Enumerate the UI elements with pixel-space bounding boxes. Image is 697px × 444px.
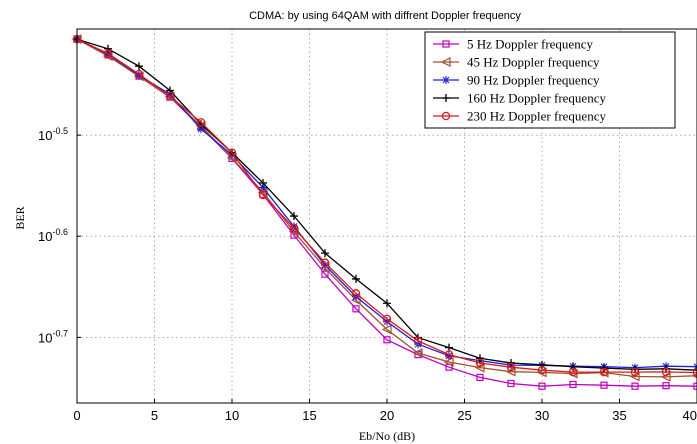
data-point xyxy=(321,270,329,278)
data-point xyxy=(383,317,391,326)
data-point xyxy=(321,249,329,258)
legend-item: 90 Hz Doppler frequency xyxy=(433,73,600,88)
data-point xyxy=(599,367,609,377)
legend-label: 5 Hz Doppler frequency xyxy=(467,37,593,52)
data-point xyxy=(381,324,392,335)
data-point xyxy=(413,336,423,346)
data-point xyxy=(320,258,330,267)
x-tick-label: 0 xyxy=(73,408,80,423)
data-point xyxy=(444,350,454,359)
data-point xyxy=(631,382,639,390)
data-point xyxy=(104,44,112,53)
data-point xyxy=(569,380,577,389)
legend-marker xyxy=(440,57,451,67)
data-point xyxy=(196,118,206,127)
legend-label: 160 Hz Doppler frequency xyxy=(467,91,606,106)
data-point xyxy=(661,367,671,377)
x-tick-labels: 0 5 10 15 20 25 30 35 40 xyxy=(73,399,697,423)
legend-marker xyxy=(441,111,451,121)
data-point xyxy=(506,362,516,372)
x-tick-label: 35 xyxy=(612,408,626,423)
data-point xyxy=(630,367,640,377)
y-tick-label: 10-0.5 xyxy=(38,126,68,143)
data-point xyxy=(352,274,360,283)
x-tick-label: 30 xyxy=(535,408,549,423)
data-point xyxy=(568,367,578,377)
data-point xyxy=(259,178,267,187)
data-point xyxy=(259,183,267,192)
data-point xyxy=(443,357,454,367)
data-point xyxy=(289,223,299,233)
data-point xyxy=(537,365,547,375)
data-point xyxy=(662,382,670,390)
legend-label: 45 Hz Doppler frequency xyxy=(467,55,600,70)
data-point xyxy=(476,354,484,363)
data-point xyxy=(476,373,484,382)
data-point xyxy=(290,222,298,231)
data-point xyxy=(383,299,391,308)
legend-item: 160 Hz Doppler frequency xyxy=(433,91,606,106)
data-point xyxy=(693,382,697,390)
chart-title: CDMA: by using 64QAM with diffrent Doppl… xyxy=(249,10,521,22)
data-point xyxy=(538,382,546,390)
x-tick-label: 20 xyxy=(380,408,394,423)
data-point xyxy=(383,336,391,344)
data-point xyxy=(197,124,205,133)
data-point xyxy=(258,190,268,200)
series-line xyxy=(76,38,697,374)
data-point xyxy=(351,289,361,298)
x-tick-label: 40 xyxy=(683,408,697,423)
y-tick-labels: 10-0.5 10-0.6 10-0.7 xyxy=(38,126,81,345)
data-point xyxy=(629,371,640,382)
series-4 xyxy=(72,34,697,377)
legend-marker xyxy=(442,94,450,102)
data-point xyxy=(135,62,143,71)
y-axis-label: BER xyxy=(13,206,27,229)
data-point xyxy=(134,69,144,79)
data-point xyxy=(165,92,175,101)
legend-box xyxy=(424,31,676,129)
legend-item: 45 Hz Doppler frequency xyxy=(433,55,600,70)
data-point xyxy=(538,360,546,369)
y-tick-label: 10-0.6 xyxy=(38,227,68,244)
data-point xyxy=(445,351,453,360)
x-tick-label: 10 xyxy=(225,408,239,423)
x-axis-label: Eb/No (dB) xyxy=(359,429,415,443)
x-tick-label: 15 xyxy=(302,408,316,423)
legend: 5 Hz Doppler frequency 45 Hz Doppler freq… xyxy=(424,31,676,129)
data-point xyxy=(412,348,423,359)
data-point xyxy=(352,305,360,313)
grid xyxy=(77,29,697,403)
data-point xyxy=(505,366,516,377)
data-point xyxy=(227,148,237,157)
data-point xyxy=(290,212,298,221)
legend-marker xyxy=(442,40,450,48)
data-point xyxy=(103,49,113,58)
data-point xyxy=(600,381,608,389)
data-point xyxy=(321,261,329,270)
data-point xyxy=(569,362,577,371)
x-tick-label: 25 xyxy=(457,408,471,423)
legend-marker xyxy=(442,76,450,84)
data-point xyxy=(135,71,143,80)
series-layer xyxy=(71,34,697,390)
y-tick-label: 10-0.7 xyxy=(38,328,68,345)
data-point xyxy=(382,314,392,324)
legend-item: 230 Hz Doppler frequency xyxy=(433,109,606,124)
legend-label: 90 Hz Doppler frequency xyxy=(467,73,600,88)
data-point xyxy=(507,379,515,388)
data-point xyxy=(445,343,453,352)
legend-label: 230 Hz Doppler frequency xyxy=(467,109,606,124)
data-point xyxy=(692,368,697,377)
data-point xyxy=(475,358,485,368)
legend-item: 5 Hz Doppler frequency xyxy=(433,37,593,52)
data-point xyxy=(474,362,485,373)
x-tick-label: 5 xyxy=(151,408,158,423)
